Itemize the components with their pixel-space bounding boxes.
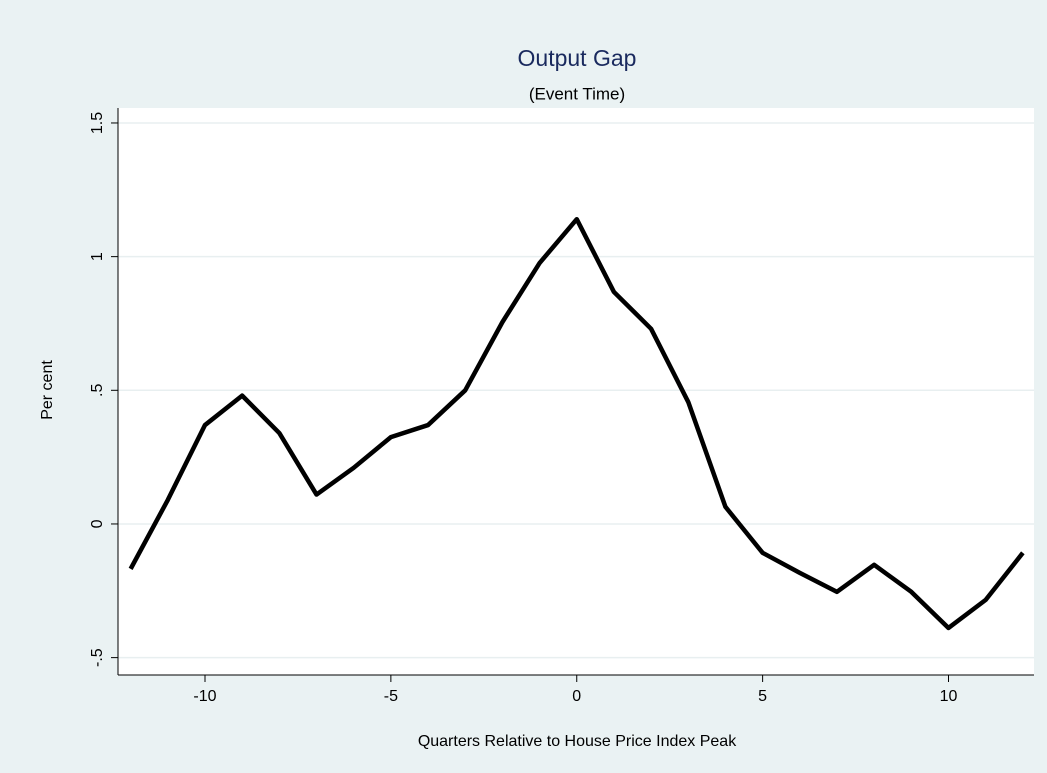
y-tick-label: .5 bbox=[89, 384, 106, 397]
x-tick-label: -5 bbox=[384, 688, 398, 705]
chart-title: Output Gap bbox=[518, 45, 637, 71]
y-axis-label: Per cent bbox=[39, 360, 56, 420]
x-tick-label: 10 bbox=[940, 688, 958, 705]
y-tick-label: 0 bbox=[89, 519, 106, 528]
y-tick-label: 1 bbox=[89, 252, 106, 261]
x-axis-label: Quarters Relative to House Price Index P… bbox=[418, 733, 737, 750]
line-series bbox=[128, 216, 1025, 631]
x-tick-label: 5 bbox=[758, 688, 767, 705]
x-tick-label: 0 bbox=[572, 688, 581, 705]
x-tick-label: -10 bbox=[193, 688, 216, 705]
plot-area bbox=[118, 108, 1034, 675]
y-tick-label: 1.5 bbox=[89, 112, 106, 134]
y-tick-label: -.5 bbox=[89, 648, 106, 667]
chart-subtitle: (Event Time) bbox=[529, 84, 625, 103]
